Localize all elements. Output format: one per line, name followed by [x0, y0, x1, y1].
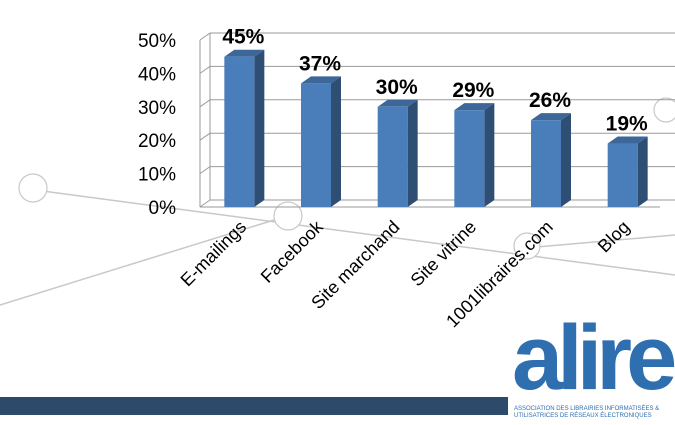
bar-top [607, 136, 648, 144]
data-label: 37% [299, 52, 341, 75]
data-label: 45% [222, 26, 264, 49]
bar [301, 76, 341, 207]
y-tick-label: 20% [138, 131, 176, 152]
bar-front [607, 143, 638, 207]
decor-line [34, 189, 675, 276]
footer-band [0, 397, 510, 415]
bar-front [301, 83, 331, 207]
decor-circle [513, 232, 541, 260]
bar-front [454, 110, 485, 207]
y-tick-label: 10% [138, 165, 176, 186]
chart-bars [224, 49, 648, 208]
y-tick-label: 0% [149, 198, 177, 219]
bar [454, 103, 495, 207]
bar-top [531, 113, 571, 121]
decor-circle [653, 97, 675, 123]
bar-side [637, 136, 648, 207]
bar [607, 136, 648, 207]
bar-top [224, 49, 265, 57]
bar [224, 49, 265, 208]
bar-front [224, 56, 255, 208]
bar-top [454, 103, 495, 111]
chart-gridlines [199, 32, 675, 208]
y-tick-label: 50% [138, 31, 176, 52]
bar-top [301, 76, 341, 84]
data-label: 30% [376, 76, 418, 99]
bar-side [407, 99, 418, 207]
bar-side [254, 49, 265, 208]
background-decoration [0, 97, 675, 306]
y-tick-label: 30% [138, 98, 176, 119]
alire-logo: alire ASSOCIATION DES LIBRAIRIES INFORMA… [508, 308, 675, 425]
data-label: 26% [529, 89, 571, 112]
decor-circle [273, 201, 303, 231]
decor-circle [18, 173, 48, 203]
decor-line [524, 234, 675, 249]
data-label: 19% [606, 113, 648, 136]
y-tick-label: 40% [138, 64, 176, 85]
bar-front [531, 120, 561, 207]
data-label: 29% [452, 79, 494, 102]
category-label: Blog [594, 217, 634, 257]
bar-front [377, 106, 408, 207]
gridline-side [199, 65, 211, 74]
bar-top [377, 99, 418, 107]
category-label: E-mailings [177, 217, 251, 291]
bar-side [561, 113, 571, 207]
logo-tagline: ASSOCIATION DES LIBRAIRIES INFORMATISÉES… [514, 406, 660, 419]
gridline-side [199, 199, 211, 208]
logo-wordmark: alire [512, 307, 675, 409]
y-axis-ticks: 0% 10% 20% 30% 40% 50% [138, 31, 176, 219]
gridline-side [199, 32, 211, 41]
data-labels: 45% 37% 30% 29% 26% 19% [222, 26, 648, 136]
gridline-side [199, 99, 211, 108]
gridline-side [199, 132, 211, 141]
gridline-side [199, 166, 211, 175]
bar [531, 113, 571, 207]
decor-line [0, 214, 291, 306]
bar [377, 99, 418, 207]
bar-side [484, 103, 495, 207]
bar-side [331, 76, 341, 207]
category-label: Site vitrine [407, 217, 481, 291]
